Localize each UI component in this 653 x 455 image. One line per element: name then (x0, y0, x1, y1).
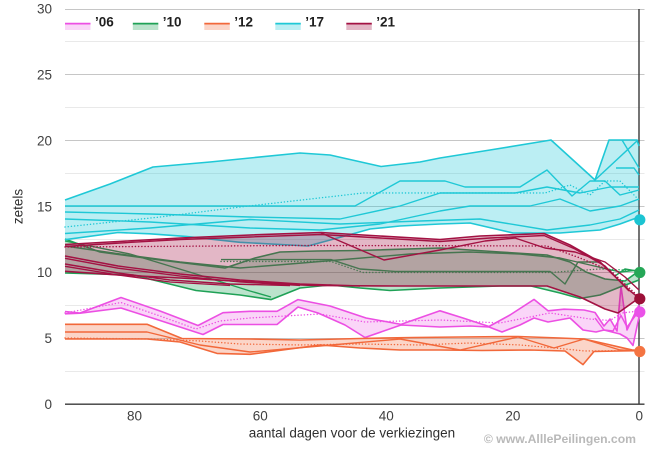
svg-text:80: 80 (127, 409, 142, 424)
svg-text:40: 40 (379, 409, 394, 424)
svg-text:5: 5 (44, 331, 52, 346)
svg-text:30: 30 (37, 2, 52, 17)
svg-text:’21: ’21 (376, 15, 395, 30)
svg-text:20: 20 (37, 133, 52, 148)
svg-text:60: 60 (253, 409, 268, 424)
svg-text:10: 10 (37, 265, 52, 280)
svg-text:zetels: zetels (11, 189, 26, 225)
svg-text:aantal dagen voor de verkiezin: aantal dagen voor de verkiezingen (249, 426, 455, 441)
svg-text:’17: ’17 (305, 15, 324, 30)
svg-text:0: 0 (635, 409, 643, 424)
svg-text:© www.AlllePeilingen.com: © www.AlllePeilingen.com (484, 432, 636, 446)
svg-text:’10: ’10 (163, 15, 182, 30)
svg-text:0: 0 (44, 397, 52, 412)
svg-text:25: 25 (37, 68, 52, 83)
svg-text:’06: ’06 (95, 15, 114, 30)
svg-text:15: 15 (37, 199, 52, 214)
svg-text:’12: ’12 (234, 15, 253, 30)
svg-text:20: 20 (505, 409, 520, 424)
